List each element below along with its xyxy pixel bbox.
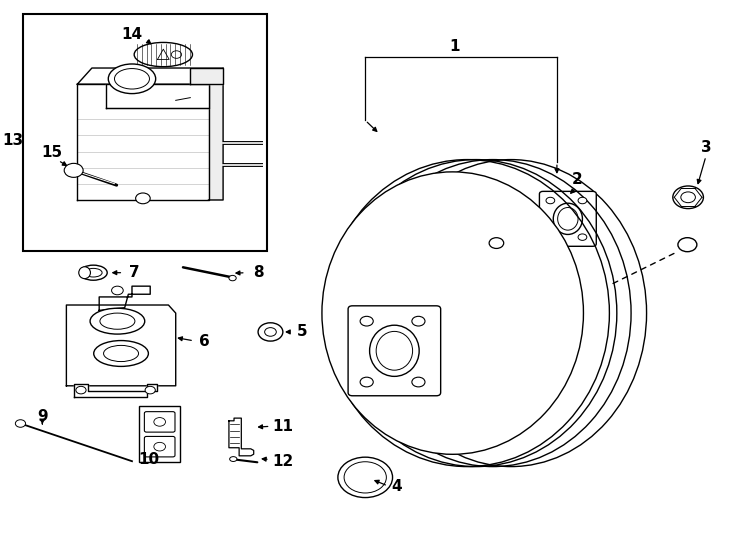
Circle shape xyxy=(64,164,83,177)
Ellipse shape xyxy=(134,43,192,66)
Text: 1: 1 xyxy=(450,39,460,54)
Ellipse shape xyxy=(94,341,148,367)
Text: 7: 7 xyxy=(129,265,139,280)
Text: 15: 15 xyxy=(41,145,62,160)
Circle shape xyxy=(678,238,697,252)
Circle shape xyxy=(136,193,150,204)
Circle shape xyxy=(154,442,165,451)
Ellipse shape xyxy=(338,457,393,497)
Circle shape xyxy=(412,316,425,326)
Polygon shape xyxy=(229,418,254,456)
Polygon shape xyxy=(77,84,208,200)
Circle shape xyxy=(546,197,555,204)
Bar xyxy=(139,406,180,462)
Circle shape xyxy=(489,238,504,248)
Circle shape xyxy=(360,377,374,387)
Ellipse shape xyxy=(100,313,135,329)
Text: 10: 10 xyxy=(138,452,159,467)
Ellipse shape xyxy=(90,308,145,334)
FancyBboxPatch shape xyxy=(145,411,175,432)
Ellipse shape xyxy=(370,325,419,376)
Text: 13: 13 xyxy=(3,133,23,148)
Ellipse shape xyxy=(673,186,703,208)
Text: 6: 6 xyxy=(200,334,210,349)
Text: 11: 11 xyxy=(272,418,294,434)
Text: 3: 3 xyxy=(701,140,712,154)
Text: 5: 5 xyxy=(297,325,307,340)
Polygon shape xyxy=(77,68,223,84)
Circle shape xyxy=(681,192,695,202)
Ellipse shape xyxy=(229,275,236,281)
Ellipse shape xyxy=(553,203,582,234)
Circle shape xyxy=(15,420,26,427)
FancyBboxPatch shape xyxy=(145,436,175,457)
Circle shape xyxy=(265,328,276,336)
Polygon shape xyxy=(208,68,223,200)
Polygon shape xyxy=(73,384,158,396)
Text: 14: 14 xyxy=(121,26,142,42)
Circle shape xyxy=(112,286,123,295)
Circle shape xyxy=(360,316,374,326)
Ellipse shape xyxy=(84,268,102,277)
Ellipse shape xyxy=(376,332,413,370)
FancyBboxPatch shape xyxy=(348,306,440,396)
Text: 2: 2 xyxy=(572,172,583,187)
Circle shape xyxy=(546,234,555,240)
Polygon shape xyxy=(99,286,150,310)
Polygon shape xyxy=(66,305,175,386)
Circle shape xyxy=(145,386,156,394)
Ellipse shape xyxy=(344,462,386,493)
Circle shape xyxy=(154,417,165,426)
Ellipse shape xyxy=(103,346,139,362)
Ellipse shape xyxy=(558,207,578,230)
Circle shape xyxy=(578,197,586,204)
Ellipse shape xyxy=(230,457,237,462)
Circle shape xyxy=(76,386,86,394)
FancyBboxPatch shape xyxy=(539,191,596,246)
Ellipse shape xyxy=(115,69,150,89)
Polygon shape xyxy=(190,68,223,84)
Text: 9: 9 xyxy=(37,409,48,424)
Polygon shape xyxy=(106,84,208,109)
Ellipse shape xyxy=(322,172,584,454)
Ellipse shape xyxy=(375,160,647,467)
Bar xyxy=(23,14,267,251)
Text: 8: 8 xyxy=(252,265,264,280)
Ellipse shape xyxy=(109,64,156,93)
Circle shape xyxy=(412,377,425,387)
Circle shape xyxy=(258,323,283,341)
Circle shape xyxy=(578,234,586,240)
Text: 12: 12 xyxy=(272,454,294,469)
Ellipse shape xyxy=(79,265,107,280)
Text: 4: 4 xyxy=(391,479,402,494)
Ellipse shape xyxy=(79,267,90,279)
